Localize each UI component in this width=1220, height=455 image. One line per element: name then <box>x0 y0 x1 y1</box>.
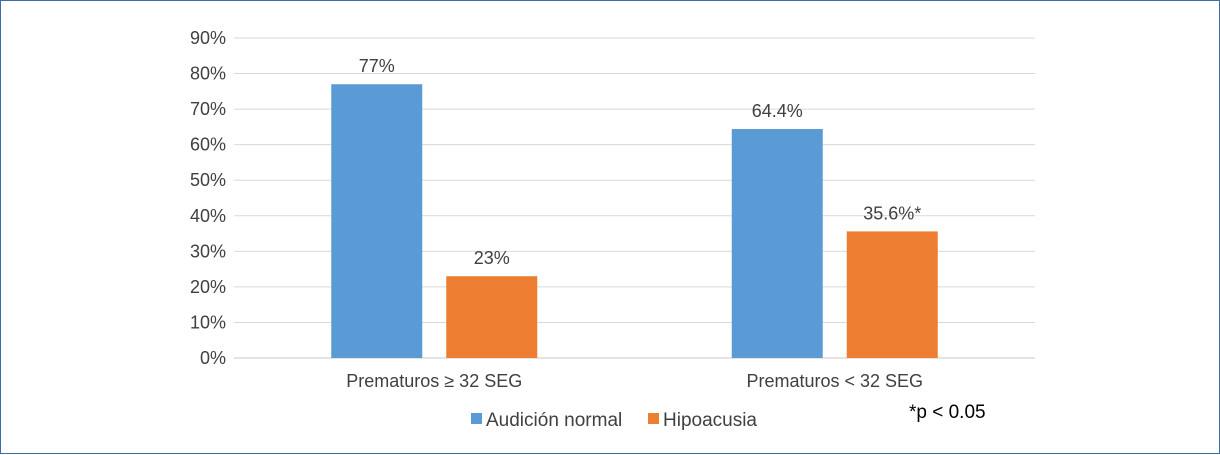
legend-label: Hipoacusia <box>663 410 757 431</box>
y-tick-label: 10% <box>190 312 226 332</box>
y-tick-label: 0% <box>200 348 226 368</box>
bar <box>446 276 538 358</box>
y-tick-label: 90% <box>190 28 226 48</box>
data-label: 77% <box>359 56 395 76</box>
data-label: 64.4% <box>752 101 803 121</box>
y-tick-label: 80% <box>190 64 226 84</box>
y-tick-label: 50% <box>190 170 226 190</box>
y-axis-tick-labels: 0% 10% 20% 30% 40% 50% 60% 70% 80% 90% <box>190 28 226 368</box>
x-category-label: Prematuros ≥ 32 SEG <box>346 371 522 391</box>
bar <box>846 231 938 358</box>
legend-swatch <box>648 413 659 424</box>
data-label: 23% <box>474 248 510 268</box>
legend-label: Audición normal <box>486 410 622 431</box>
legend: Audición normal Hipoacusia <box>471 410 757 431</box>
data-labels: 77% 23% 64.4% 35.6%* <box>359 56 922 268</box>
x-axis-category-labels: Prematuros ≥ 32 SEG Prematuros < 32 SEG <box>346 371 923 391</box>
y-tick-label: 70% <box>190 99 226 119</box>
y-tick-label: 60% <box>190 135 226 155</box>
bar <box>731 129 823 358</box>
data-label: 35.6%* <box>863 203 921 223</box>
legend-swatch <box>471 413 482 424</box>
bar <box>331 84 423 358</box>
significance-note: *p < 0.05 <box>909 402 986 423</box>
y-tick-label: 20% <box>190 277 226 297</box>
y-tick-label: 30% <box>190 241 226 261</box>
y-tick-label: 40% <box>190 206 226 226</box>
x-category-label: Prematuros < 32 SEG <box>746 371 923 391</box>
bars <box>331 84 938 358</box>
